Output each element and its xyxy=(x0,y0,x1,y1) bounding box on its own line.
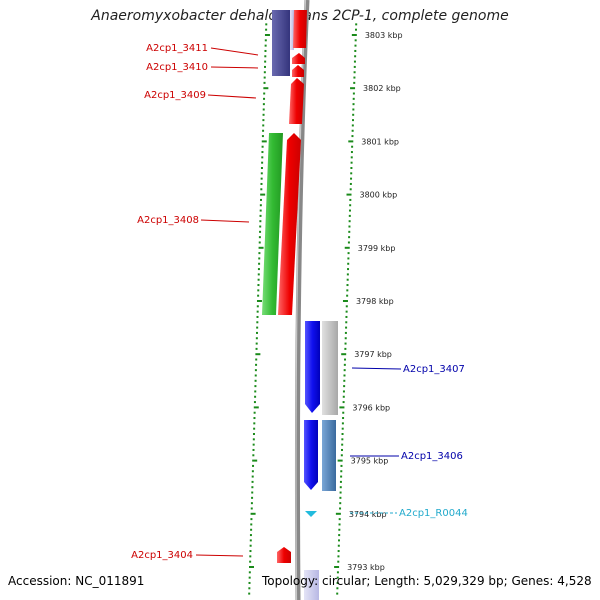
gene-arrow-3411[interactable] xyxy=(293,10,307,48)
gene-arrow-3410b[interactable] xyxy=(292,65,304,77)
gene-arrow-3410[interactable] xyxy=(292,53,305,64)
scale-label-3801: 3801 kbp xyxy=(361,137,399,146)
cog-bar-3408[interactable] xyxy=(262,133,283,315)
gene-labels: A2cp1_3411 A2cp1_3410 A2cp1_3409 A2cp1_3… xyxy=(131,43,468,561)
cog-bar-3410-pale[interactable] xyxy=(290,10,294,50)
scale-label-3796: 3796 kbp xyxy=(352,403,390,412)
leader-line-3410 xyxy=(210,66,259,69)
cog-bar-3407[interactable] xyxy=(322,321,338,415)
scale-label-3794: 3794 kbp xyxy=(349,510,387,519)
gene-label-3410[interactable]: A2cp1_3410 xyxy=(146,62,208,73)
genome-backbone-highlight xyxy=(295,0,307,600)
gene-label-3408[interactable]: A2cp1_3408 xyxy=(137,215,199,226)
leader-line-3407 xyxy=(351,367,402,370)
leader-line-3411 xyxy=(210,47,259,56)
leader-line-3408 xyxy=(200,219,250,223)
gene-label-3409[interactable]: A2cp1_3409 xyxy=(144,90,206,101)
scale-label-3793: 3793 kbp xyxy=(347,563,385,572)
scale-label-3795: 3795 kbp xyxy=(351,457,389,466)
scale-label-3797: 3797 kbp xyxy=(354,350,392,359)
gene-arrow-3404[interactable] xyxy=(277,547,291,563)
scale-label-3798: 3798 kbp xyxy=(356,297,394,306)
cog-bar-3406[interactable] xyxy=(322,420,336,491)
genome-backbone xyxy=(294,0,310,600)
rna-arrow-R0044[interactable] xyxy=(305,511,317,517)
leader-line-3404 xyxy=(195,554,244,557)
cog-bar-bottom[interactable] xyxy=(304,570,319,600)
accession-text: Accession: NC_011891 xyxy=(8,574,145,588)
gene-label-3411[interactable]: A2cp1_3411 xyxy=(146,43,208,54)
cog-track xyxy=(262,10,338,600)
scale-label-3802: 3802 kbp xyxy=(363,84,401,93)
scale-label-3799: 3799 kbp xyxy=(358,244,396,253)
cog-bar-3411[interactable] xyxy=(272,10,290,76)
gene-label-3406[interactable]: A2cp1_3406 xyxy=(401,451,463,462)
genome-stats-text: Topology: circular; Length: 5,029,329 bp… xyxy=(262,574,592,588)
leader-line-3409 xyxy=(207,94,257,99)
scale-label-3803: 3803 kbp xyxy=(365,31,403,40)
gene-label-3404[interactable]: A2cp1_3404 xyxy=(131,550,193,561)
tick-labels: 3803 kbp 3802 kbp 3801 kbp 3800 kbp 3799 kbp… xyxy=(347,31,402,572)
gene-arrow-3408[interactable] xyxy=(278,133,301,315)
cds-track xyxy=(277,10,320,563)
gene-arrow-3406[interactable] xyxy=(304,420,318,490)
scale-label-3800: 3800 kbp xyxy=(360,191,398,200)
tick-layer xyxy=(248,23,358,595)
gene-arrow-3409[interactable] xyxy=(289,78,304,124)
gene-arrow-3407[interactable] xyxy=(305,321,320,413)
gene-label-3407[interactable]: A2cp1_3407 xyxy=(403,364,465,375)
gene-label-R0044[interactable]: A2cp1_R0044 xyxy=(399,508,468,519)
